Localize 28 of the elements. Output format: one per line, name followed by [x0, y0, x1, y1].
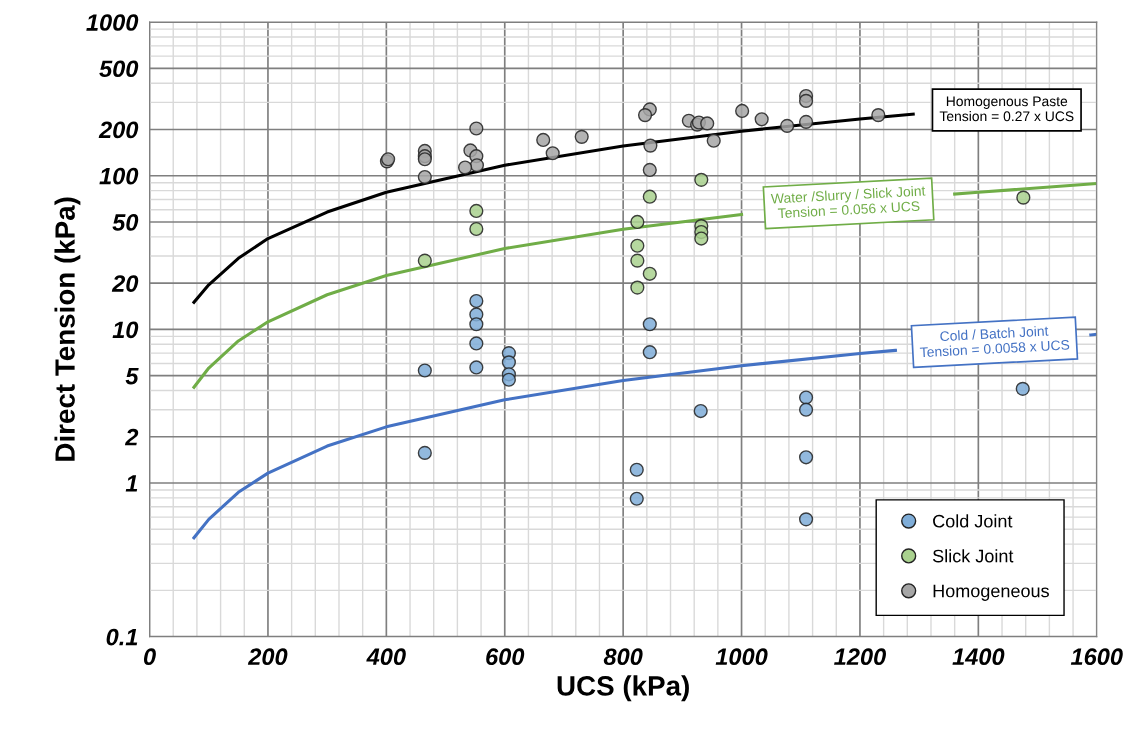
- x-tick-label: 400: [366, 648, 406, 666]
- y-tick-label: 1: [125, 475, 138, 492]
- y-tick-label: 200: [98, 121, 139, 139]
- legend-label: Slick Joint: [932, 549, 1014, 563]
- y-tick-label: 1000: [86, 14, 139, 31]
- y-tick-label: 10: [112, 321, 139, 339]
- x-tick-label: 1600: [1070, 648, 1123, 666]
- x-tick-label: 0: [143, 648, 156, 666]
- y-tick-label: 20: [111, 275, 139, 292]
- y-tick-label: 2: [124, 428, 139, 446]
- y-tick-label: 0.1: [106, 628, 138, 646]
- x-tick-label: 1400: [952, 648, 1005, 666]
- y-tick-label: 500: [99, 60, 139, 78]
- annotation: Water /Slurry / Slick Joint Tension = 0.056 x UCS: [770, 185, 926, 219]
- x-axis-title: UCS (kPa): [557, 675, 689, 702]
- x-tick-label: 200: [247, 648, 288, 666]
- y-tick-label: 5: [125, 367, 139, 385]
- y-tick-label: 100: [99, 167, 139, 185]
- annotation: Cold / Batch Joint Tension = 0.0058 x UCS: [919, 325, 1070, 358]
- y-axis-title: Direct Tension (kPa): [54, 197, 81, 461]
- legend-label: Cold Joint: [933, 514, 1013, 528]
- x-tick-label: 1200: [834, 648, 886, 666]
- annotation: Homogenous Paste Tension = 0.27 x UCS: [939, 96, 1074, 122]
- legend-label: Homogeneous: [933, 584, 1049, 601]
- x-tick-label: 800: [603, 648, 643, 666]
- x-tick-label: 600: [486, 648, 525, 666]
- y-tick-label: 50: [112, 214, 139, 231]
- x-tick-label: 1000: [715, 648, 768, 666]
